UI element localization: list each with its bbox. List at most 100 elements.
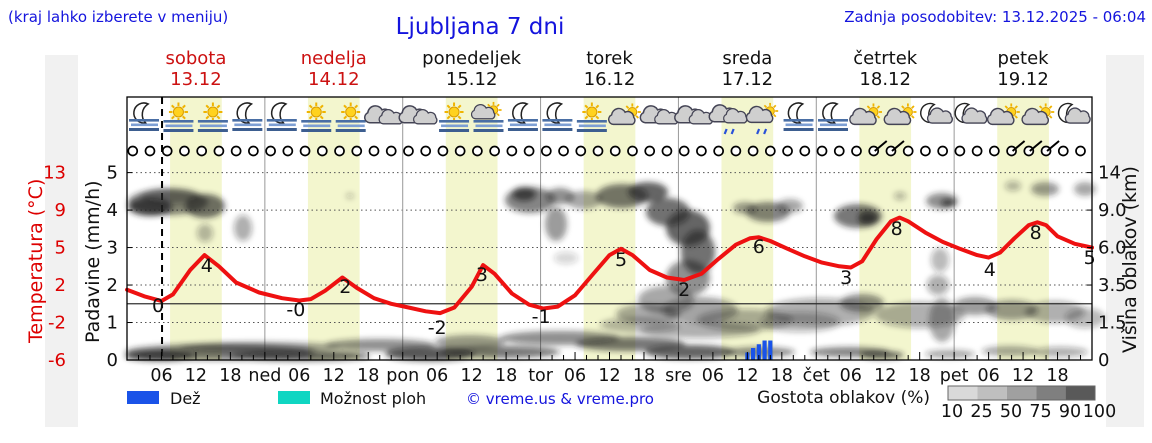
fog-bar (441, 124, 469, 128)
weather-icon-cloud (364, 105, 404, 125)
cloud-cover-circle (764, 145, 776, 157)
cloud-cover-circle (420, 145, 432, 157)
rain-bar (751, 348, 756, 360)
fog-bar (439, 129, 470, 132)
cloud-shape (608, 107, 636, 126)
fog-bar (473, 120, 504, 123)
cloud-cover-circle (1057, 145, 1069, 157)
density-step-label: 25 (970, 402, 992, 422)
showers-legend-swatch (278, 391, 310, 404)
sun-ray (876, 115, 881, 119)
cloud-cover-circle (678, 145, 690, 157)
fog-bar (542, 128, 573, 131)
weather-icon-sun-cloud-fog (470, 101, 504, 132)
rain-drop (723, 128, 728, 135)
cloud-shading (546, 188, 574, 204)
day-name: petek (997, 48, 1049, 69)
x-hour-label: 18 (1046, 366, 1068, 386)
cloud-cover-circle (661, 145, 673, 157)
weather-icon-cloud (639, 105, 679, 125)
fog-bar (818, 128, 848, 131)
sun-disc (586, 106, 598, 118)
last-update-text: Zadnja posodobitev: 13.12.2025 - 06:04 (844, 8, 1146, 26)
cloud-shading (435, 335, 505, 349)
cloud-shading (440, 346, 560, 358)
fog-bar (335, 129, 366, 132)
day-date: 17.12 (721, 69, 774, 90)
x-hour-label: 06 (288, 366, 310, 386)
fog-bar (129, 128, 159, 131)
cloud-cover-circle (144, 145, 156, 157)
cloud-cover-circle (351, 145, 363, 157)
cloud-cover-circle (627, 145, 638, 157)
cloud-cover-circle (523, 145, 535, 157)
cloud-cover-circle (454, 145, 466, 157)
sun-ray (171, 104, 175, 109)
fog-bar (544, 123, 572, 127)
height-tick-label: 6.0 (1098, 238, 1127, 259)
menu-hint-text: (kraj lahko izberete v meniju) (8, 8, 229, 26)
density-step-label: 50 (1000, 402, 1022, 422)
weather-icon-moon-cloud (954, 102, 988, 124)
fog-bar (473, 129, 504, 132)
x-hour-label: 18 (633, 366, 655, 386)
cloud-cover-circle (851, 145, 862, 157)
density-segment (1036, 386, 1066, 400)
sun-ray (487, 103, 491, 107)
cloud-density-legend-label: Gostota oblakov (%) (757, 388, 930, 408)
x-hour-label: 12 (874, 366, 896, 386)
fog-bar (165, 124, 193, 128)
temperature-value-label: 5 (615, 249, 627, 271)
temperature-value-label: 8 (891, 218, 903, 240)
fog-bar (783, 128, 814, 131)
x-hour-label: 12 (461, 366, 483, 386)
fog-bar (783, 119, 814, 122)
x-hour-label: 18 (771, 366, 793, 386)
moon-crescent (1057, 102, 1074, 124)
x-hour-label: 06 (564, 366, 586, 386)
wind-barb (891, 140, 905, 152)
sun-ray (773, 114, 777, 118)
precip-tick-label: 2 (107, 275, 118, 296)
precip-tick-label: 3 (107, 238, 118, 259)
sun-ray (635, 115, 639, 119)
day-header-nedelja: nedelja 14.12 (301, 48, 367, 90)
fog-bar (131, 123, 158, 127)
weather-icon-moon-fog (266, 102, 297, 131)
copyright-link[interactable]: © vreme.us & vreme.pro (466, 390, 654, 408)
temp-tick-label: 5 (55, 238, 66, 259)
sun-ray (911, 105, 915, 109)
weather-icon-moon-fog (129, 102, 159, 131)
fog-bar (337, 124, 365, 128)
temperature-value-label: 6 (753, 236, 765, 258)
day-header-sobota: sobota 13.12 (165, 48, 226, 90)
cloud-shading (125, 351, 195, 361)
cloud-cover-circle (1075, 145, 1086, 157)
weather-icon-moon-fog (783, 102, 814, 131)
cloud-shape (745, 105, 774, 124)
cloud-shape (883, 107, 912, 126)
day-date: 14.12 (308, 69, 360, 90)
sun-disc (207, 106, 219, 118)
weather-icon-sun-cloud (849, 103, 882, 126)
weather-icon-sun-fog (301, 102, 332, 132)
cloud-shape (470, 104, 496, 120)
x-day-label: pet (940, 366, 969, 386)
weather-icon-moon-fog (507, 102, 538, 131)
density-step-label: 75 (1029, 402, 1051, 422)
precip-tick-label: 0 (107, 350, 118, 371)
fog-bar (576, 129, 607, 132)
rain-drop (730, 128, 735, 135)
x-hour-label: 06 (426, 366, 448, 386)
x-hour-label: 06 (840, 366, 862, 386)
fog-bar (163, 129, 194, 132)
temperature-value-label: -1 (532, 306, 551, 328)
day-date: 15.12 (445, 69, 498, 90)
weather-icon-cloud-rain (708, 104, 748, 135)
temp-tick-label: 9 (55, 200, 66, 221)
sun-ray (216, 104, 221, 109)
temp-tick-label: -6 (48, 350, 66, 371)
precip-tick-label: 1 (107, 313, 118, 334)
cloud-cover-circle (213, 145, 225, 157)
